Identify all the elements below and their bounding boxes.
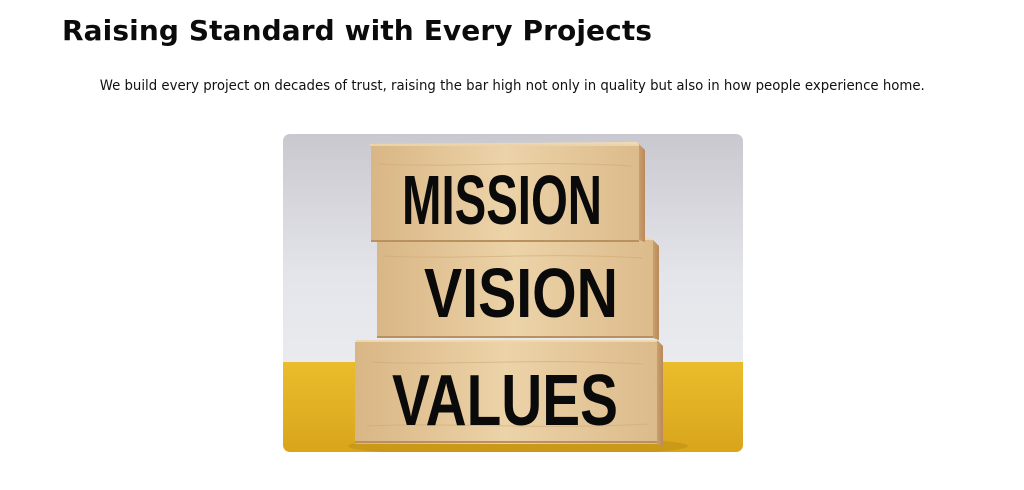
wood-block-mission: MISSION [369, 142, 645, 242]
wood-block-values: VALUES [355, 340, 663, 446]
section-description-text: We build every project on decades of tru… [99, 78, 925, 94]
block-word-values: VALUES [392, 361, 618, 441]
mission-vision-values-image: VALUES VISION MISSION [283, 134, 743, 452]
section-description: We build every project on decades of tru… [0, 76, 1024, 96]
blocks-illustration: VALUES VISION MISSION [283, 134, 743, 452]
wood-block-vision: VISION [375, 238, 659, 340]
block-word-mission: MISSION [402, 161, 602, 239]
block-word-vision: VISION [424, 254, 618, 332]
section-title: Raising Standard with Every Projects [62, 14, 653, 47]
